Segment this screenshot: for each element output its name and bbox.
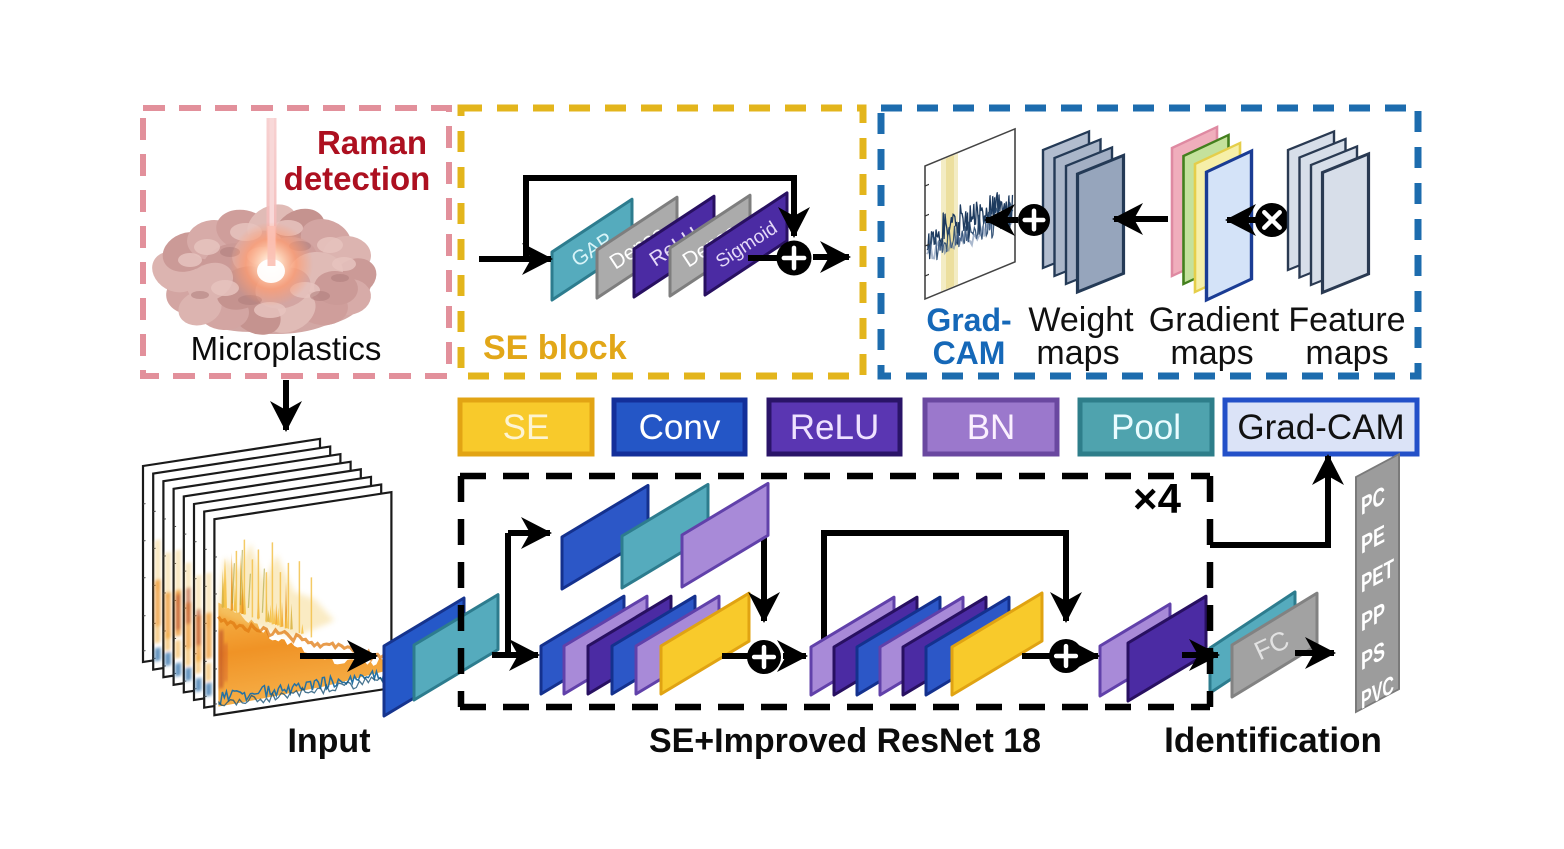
svg-text:SE: SE <box>503 408 550 447</box>
svg-text:Raman: Raman <box>317 124 427 161</box>
svg-text:Identification: Identification <box>1164 721 1382 760</box>
svg-text:Input: Input <box>287 722 370 760</box>
svg-text:BN: BN <box>967 408 1016 447</box>
svg-text:maps: maps <box>1170 334 1253 372</box>
svg-text:maps: maps <box>1036 334 1119 372</box>
svg-text:ReLU: ReLU <box>790 408 879 447</box>
svg-text:maps: maps <box>1305 334 1388 372</box>
svg-text:Conv: Conv <box>639 408 721 447</box>
svg-text:detection: detection <box>284 160 431 197</box>
svg-text:Grad-CAM: Grad-CAM <box>1237 408 1404 447</box>
svg-text:Grad-: Grad- <box>926 302 1011 338</box>
svg-text:Microplastics: Microplastics <box>191 330 382 367</box>
svg-text:SE block: SE block <box>483 329 627 367</box>
svg-text:Pool: Pool <box>1111 408 1181 447</box>
svg-text:CAM: CAM <box>933 335 1006 371</box>
svg-text:×4: ×4 <box>1133 475 1182 522</box>
svg-text:SE+Improved ResNet 18: SE+Improved ResNet 18 <box>649 722 1041 760</box>
